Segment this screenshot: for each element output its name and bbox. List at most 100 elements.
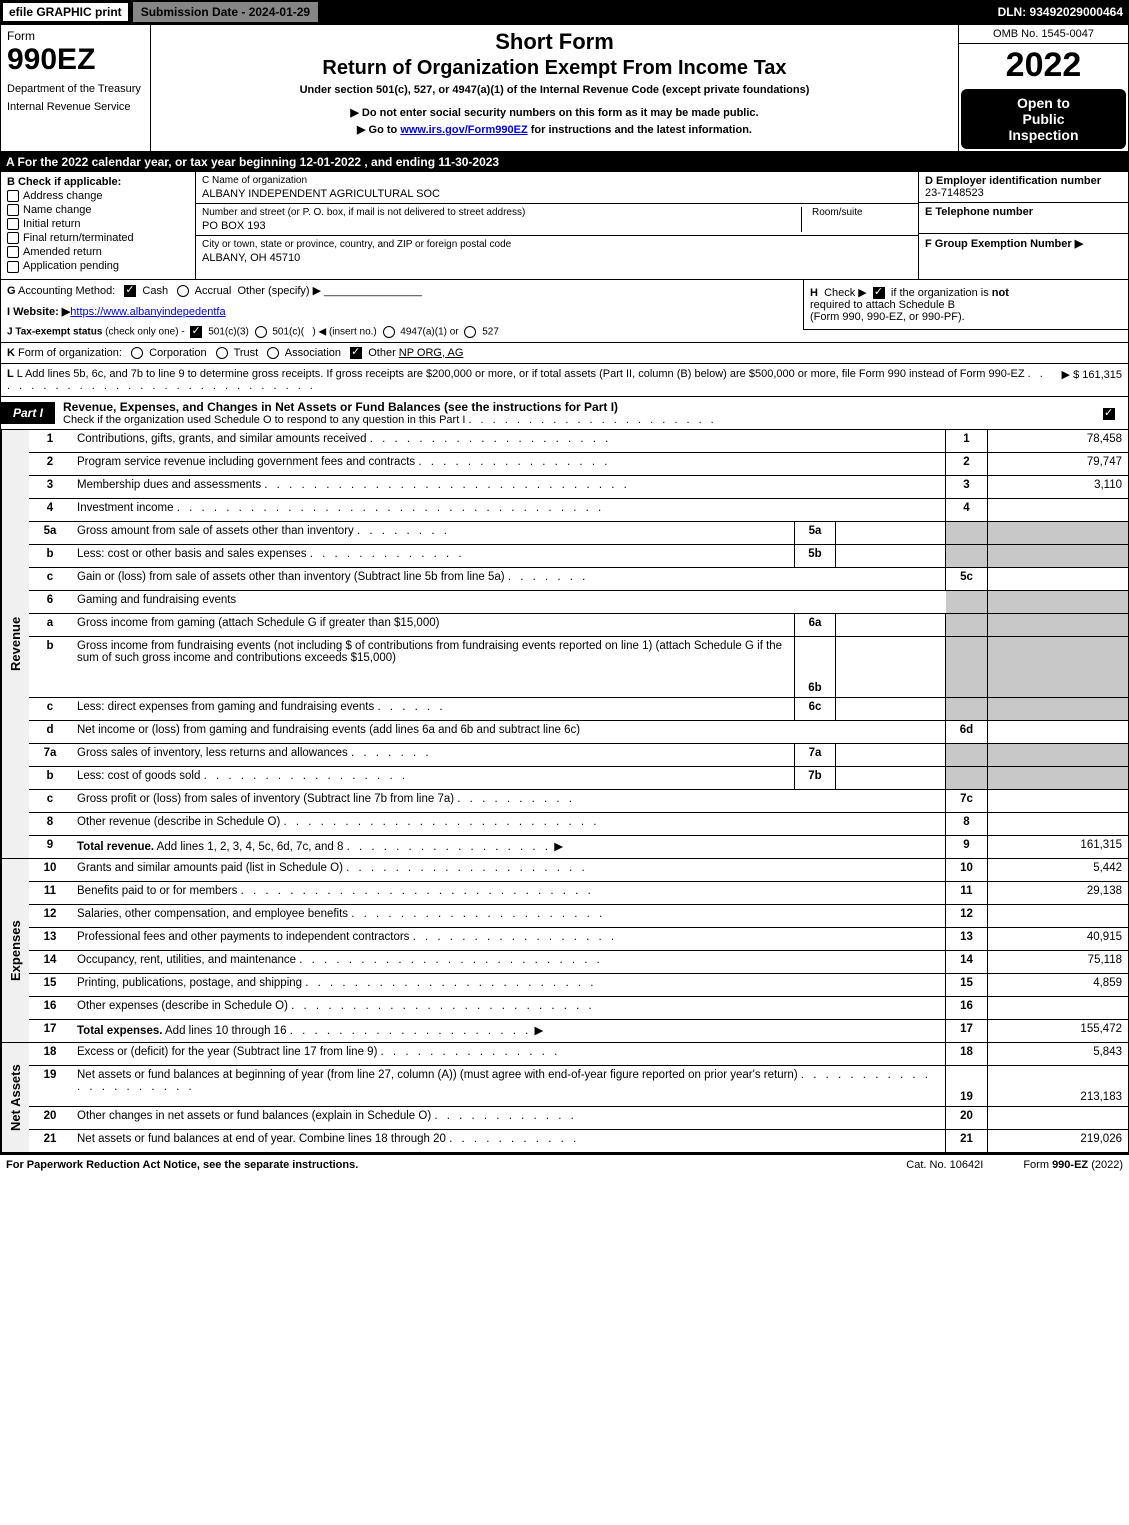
line-12-value (988, 905, 1128, 927)
line-17: 17 Total expenses. Add lines 10 through … (29, 1020, 1128, 1042)
net-assets-section-label: Net Assets (1, 1043, 29, 1152)
section-g-through-j: H Check ▶ if the organization is not req… (0, 280, 1129, 343)
line-6a: a Gross income from gaming (attach Sched… (29, 614, 1128, 637)
line-7b: b Less: cost of goods sold . . . . . . .… (29, 767, 1128, 790)
k-form-of-organization: K Form of organization: Corporation Trus… (0, 343, 1129, 364)
line-6d-value (988, 721, 1128, 743)
e-phone-label: E Telephone number (925, 206, 1122, 218)
h-line1: H Check ▶ if the organization is not (810, 286, 1122, 299)
short-form-title: Short Form (161, 29, 948, 55)
line-18: 18 Excess or (deficit) for the year (Sub… (29, 1043, 1128, 1066)
form-word: Form (7, 29, 144, 43)
l-value: ▶ $ 161,315 (1052, 368, 1122, 392)
tax-year: 2022 (959, 44, 1128, 87)
c-name-label: C Name of organization (202, 175, 440, 186)
line-20-value (988, 1107, 1128, 1129)
dln-number: DLN: 93492029000464 (998, 5, 1129, 19)
d-ein-label: D Employer identification number (925, 175, 1122, 187)
website-link[interactable]: https://www.albanyindepedentfa (70, 306, 225, 318)
c-street-label: Number and street (or P. O. box, if mail… (202, 207, 781, 218)
line-6d: d Net income or (loss) from gaming and f… (29, 721, 1128, 744)
line-7a: 7a Gross sales of inventory, less return… (29, 744, 1128, 767)
f-group-exemption-label: F Group Exemption Number ▶ (925, 237, 1122, 250)
line-8-value (988, 813, 1128, 835)
line-6b: b Gross income from fundraising events (… (29, 637, 1128, 698)
line-15-value: 4,859 (988, 974, 1128, 996)
checkbox-schedule-o[interactable] (1103, 408, 1115, 420)
part-1-table: Revenue 1 Contributions, gifts, grants, … (0, 430, 1129, 1153)
form-subtitle-1: Under section 501(c), 527, or 4947(a)(1)… (161, 84, 948, 96)
part-1-title: Revenue, Expenses, and Changes in Net As… (63, 400, 618, 414)
catalog-number: Cat. No. 10642I (866, 1159, 1023, 1171)
checkbox-name-change[interactable] (7, 204, 19, 216)
dept-irs: Internal Revenue Service (7, 101, 144, 113)
line-a-tax-year: A For the 2022 calendar year, or tax yea… (0, 152, 1129, 172)
page-footer: For Paperwork Reduction Act Notice, see … (0, 1153, 1129, 1175)
checkbox-address-change[interactable] (7, 190, 19, 202)
checkbox-501c[interactable] (255, 326, 267, 338)
line-3: 3 Membership dues and assessments . . . … (29, 476, 1128, 499)
line-21-value: 219,026 (988, 1130, 1128, 1152)
h-schedule-b-box: H Check ▶ if the organization is not req… (803, 280, 1128, 330)
checkbox-initial-return[interactable] (7, 218, 19, 230)
checkbox-527[interactable] (464, 326, 476, 338)
checkbox-amended-return[interactable] (7, 246, 19, 258)
line-5a: 5a Gross amount from sale of assets othe… (29, 522, 1128, 545)
line-19-value: 213,183 (988, 1066, 1128, 1106)
form-subtitle-3: ▶ Go to www.irs.gov/Form990EZ for instru… (161, 123, 948, 136)
irs-link[interactable]: www.irs.gov/Form990EZ (400, 124, 527, 136)
top-bar: efile GRAPHIC print Submission Date - 20… (0, 0, 1129, 24)
line-10: 10 Grants and similar amounts paid (list… (29, 859, 1128, 882)
submission-date: Submission Date - 2024-01-29 (133, 2, 318, 22)
line-17-value: 155,472 (988, 1020, 1128, 1042)
checkbox-final-return[interactable] (7, 232, 19, 244)
checkbox-accrual[interactable] (177, 285, 189, 297)
c-room-label: Room/suite (812, 207, 912, 218)
line-4-value (988, 499, 1128, 521)
checkbox-h-checked[interactable] (873, 287, 885, 299)
paperwork-notice: For Paperwork Reduction Act Notice, see … (6, 1159, 866, 1171)
line-6c: c Less: direct expenses from gaming and … (29, 698, 1128, 721)
line-15: 15 Printing, publications, postage, and … (29, 974, 1128, 997)
revenue-section-label: Revenue (1, 430, 29, 858)
l-gross-receipts: L L Add lines 5b, 6c, and 7b to line 9 t… (0, 364, 1129, 397)
open-to-public-badge: Open to Public Inspection (961, 89, 1126, 149)
checkbox-4947[interactable] (383, 326, 395, 338)
part-1-tab: Part I (1, 402, 55, 424)
line-7c: c Gross profit or (loss) from sales of i… (29, 790, 1128, 813)
line-5c-value (988, 568, 1128, 590)
form-subtitle-2: ▶ Do not enter social security numbers o… (161, 106, 948, 119)
line-14-value: 75,118 (988, 951, 1128, 973)
form-number: 990EZ (7, 43, 144, 77)
line-20: 20 Other changes in net assets or fund b… (29, 1107, 1128, 1130)
checkbox-corporation[interactable] (131, 347, 143, 359)
part-1-subtitle: Check if the organization used Schedule … (63, 414, 465, 426)
org-name: ALBANY INDEPENDENT AGRICULTURAL SOC (202, 188, 440, 200)
checkbox-501c3[interactable] (190, 326, 202, 338)
org-street: PO BOX 193 (202, 220, 781, 232)
b-label: B Check if applicable: (7, 176, 189, 188)
efile-print-label[interactable]: efile GRAPHIC print (2, 2, 129, 22)
line-18-value: 5,843 (988, 1043, 1128, 1065)
d-ein-value: 23-7148523 (925, 187, 1122, 199)
line-2-value: 79,747 (988, 453, 1128, 475)
line-12: 12 Salaries, other compensation, and emp… (29, 905, 1128, 928)
checkbox-association[interactable] (267, 347, 279, 359)
line-13-value: 40,915 (988, 928, 1128, 950)
section-b-through-f: B Check if applicable: Address change Na… (0, 172, 1129, 280)
org-city: ALBANY, OH 45710 (202, 252, 511, 264)
line-16: 16 Other expenses (describe in Schedule … (29, 997, 1128, 1020)
line-4: 4 Investment income . . . . . . . . . . … (29, 499, 1128, 522)
h-line3: (Form 990, 990-EZ, or 990-PF). (810, 311, 1122, 323)
line-10-value: 5,442 (988, 859, 1128, 881)
line-5c: c Gain or (loss) from sale of assets oth… (29, 568, 1128, 591)
line-11-value: 29,138 (988, 882, 1128, 904)
form-footer-id: Form 990-EZ (2022) (1023, 1159, 1123, 1171)
checkbox-cash[interactable] (124, 285, 136, 297)
checkbox-application-pending[interactable] (7, 261, 19, 273)
line-19: 19 Net assets or fund balances at beginn… (29, 1066, 1128, 1107)
form-title: Return of Organization Exempt From Incom… (161, 57, 948, 80)
line-1: 1 Contributions, gifts, grants, and simi… (29, 430, 1128, 453)
checkbox-other[interactable] (350, 347, 362, 359)
checkbox-trust[interactable] (216, 347, 228, 359)
